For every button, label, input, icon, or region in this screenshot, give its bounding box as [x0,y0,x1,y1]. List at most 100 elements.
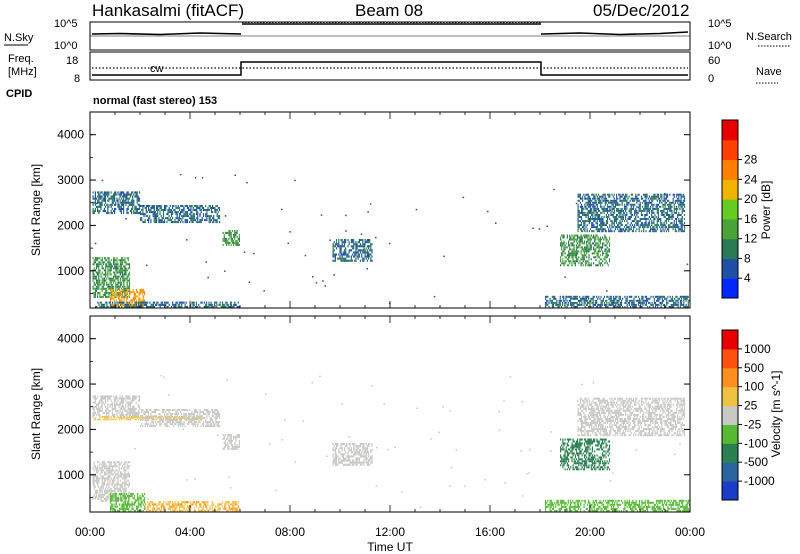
power-scatter-point [532,227,534,229]
power-cell [583,193,585,196]
velocity-cell [128,415,130,418]
velocity-cell [217,425,219,428]
power-cell [666,203,669,206]
power-cell [670,201,672,204]
power-cell [598,262,600,265]
power-scatter-point [329,239,331,241]
power-cell [228,233,230,236]
power-cell [119,297,121,300]
power-cell [569,299,572,302]
velocity-cell [127,491,129,494]
power-cell [117,203,119,206]
power-cell [647,306,649,308]
date-title: 05/Dec/2012 [593,1,689,20]
power-cell [580,203,583,206]
velocity-cell [115,505,117,508]
power-cell [93,291,95,294]
power-cell [127,191,129,194]
power-cell [208,209,210,211]
power-cell [627,203,629,206]
velocity-cell [119,487,121,490]
power-cell [110,259,112,262]
power-cell [223,237,225,240]
power-cell [160,303,162,306]
power-cell [610,303,612,306]
power-cell [653,197,655,200]
power-cell [123,203,125,206]
power-cell [578,244,580,247]
power-cell [115,201,117,204]
power-cell [345,239,347,242]
power-cell [671,214,673,216]
velocity-cell [127,417,129,419]
power-cell [354,251,356,254]
power-cell [635,207,637,210]
power-cell [123,195,125,198]
power-cell [121,299,123,302]
power-cell [629,224,631,227]
power-cell [560,264,562,267]
velocity-cell [117,409,119,412]
power-cell [114,275,116,278]
power-cell [353,251,355,254]
power-cell [589,207,592,210]
power-cell [167,211,169,214]
power-cell [126,291,129,294]
power-cell [644,199,646,202]
power-cell [97,279,99,282]
power-cell [570,260,572,263]
power-cell [671,222,673,225]
power-cell [114,265,116,268]
velocity-cell [201,423,203,426]
power-cell [562,260,564,263]
power-cell [193,209,195,211]
power-cell [100,305,102,308]
power-cell [599,216,601,218]
velocity-cell [120,483,123,486]
power-cell [683,218,686,220]
power-cell [112,199,115,202]
power-cell [173,205,175,207]
velocity-cell [138,395,141,398]
power-cell [600,262,603,265]
power-cell [128,283,131,286]
power-cell [595,209,597,212]
power-cell [130,299,132,302]
velocity-cell [106,491,108,494]
power-cell [631,303,633,306]
velocity-cell [126,397,128,400]
power-cell [133,303,135,306]
power-cell [585,295,587,298]
velocity-cell [108,409,110,412]
velocity-cell [131,401,133,404]
power-cell [571,297,573,300]
power-cell [613,211,615,214]
velocity-cell [185,415,187,418]
power-cell [612,201,614,204]
power-cell [608,244,611,247]
power-cell [677,301,679,304]
power-cell [647,297,649,300]
power-cell [659,297,661,300]
power-cell [177,221,179,224]
power-cell [589,299,591,302]
power-cell [94,259,96,262]
power-cell [98,279,100,282]
power-cell [679,201,681,204]
power-cell [349,259,351,262]
power-cell [177,207,179,209]
power-cell [162,221,165,224]
power-cell [358,241,360,244]
power-cell [367,241,370,244]
power-cell [588,254,590,257]
power-scatter-point [538,228,541,230]
power-cell [677,197,679,200]
velocity-cell [127,493,129,496]
power-cell [635,295,637,298]
power-cell [233,233,235,236]
power-cell [101,199,103,202]
velocity-cell [224,434,226,436]
power-cell [652,306,654,308]
power-cell [165,303,167,306]
power-cell [192,215,194,218]
